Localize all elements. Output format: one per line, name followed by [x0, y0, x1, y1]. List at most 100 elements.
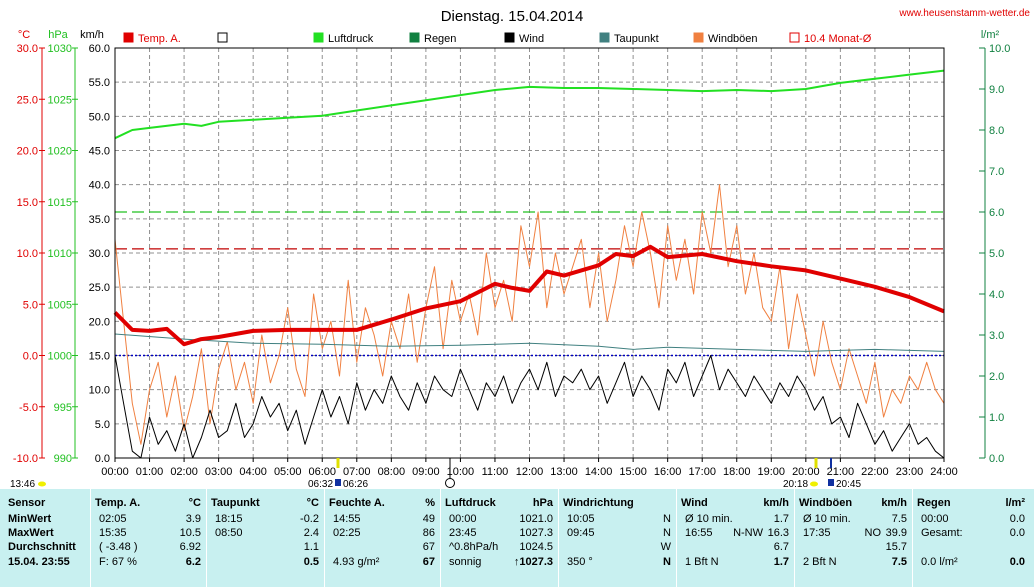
- temp-tick-label: -5.0: [19, 402, 38, 414]
- right-axis: 10.0 9.0 8.0 7.0 6.0 5.0 4.0 3.0 2.0 1.0 0.0: [979, 43, 1010, 465]
- table-cell: 0.0: [1009, 513, 1025, 525]
- wind-tick-label: 30.0: [89, 248, 110, 260]
- table-cell: Feuchte A.: [329, 497, 385, 509]
- table-cell: N: [663, 513, 671, 525]
- legend-label: Wind: [519, 33, 544, 45]
- pressure-tick-label: 1010: [48, 248, 72, 260]
- table-cell: Ø 10 min.: [685, 513, 733, 525]
- table-cell: km/h: [763, 497, 789, 509]
- x-tick-label: 10:00: [447, 466, 475, 478]
- legend-label: Luftdruck: [328, 33, 374, 45]
- x-tick-label: 16:00: [654, 466, 682, 478]
- table-column-sensor: Sensor MinWert MaxWert Durchschnitt 15.04. 2…: [4, 489, 90, 587]
- table-cell: 15:35: [99, 527, 127, 539]
- table-cell: 0.0 l/m²: [921, 556, 958, 568]
- wind-tick-label: 45.0: [89, 146, 110, 158]
- table-cell: 1024.5: [519, 541, 553, 553]
- x-tick-label: 08:00: [378, 466, 406, 478]
- wind-tick-label: 15.0: [89, 351, 110, 363]
- wind-unit-label: km/h: [80, 29, 104, 41]
- table-cell: 49: [422, 513, 435, 525]
- table-cell: Gesamt:: [921, 527, 963, 539]
- table-cell: 1027.3: [519, 527, 553, 539]
- rain-tick-label: 3.0: [989, 330, 1004, 342]
- table-cell: 1021.0: [519, 513, 553, 525]
- table-cell: 7.5: [891, 556, 907, 568]
- x-tick-label: 13:00: [550, 466, 578, 478]
- table-cell: 15.7: [885, 541, 907, 553]
- table-cell: 16.3: [767, 527, 789, 539]
- rain-tick-label: 7.0: [989, 166, 1004, 178]
- table-cell: 23:45: [449, 527, 477, 539]
- wind-tick-label: 20.0: [89, 316, 110, 328]
- sun-icon: [38, 481, 46, 487]
- table-cell: 17:35: [803, 527, 831, 539]
- table-cell: 2 Bft N: [803, 556, 837, 568]
- table-column-press: Luftdruck hPa 00:00 1021.0 23:45 1027.3 ^0.8hP…: [440, 489, 558, 587]
- temp-tick-label: -10.0: [13, 453, 38, 465]
- table-cell: Windrichtung: [563, 497, 634, 509]
- table-cell: 39.9: [885, 527, 907, 539]
- site-url[interactable]: www.heusenstamm-wetter.de: [898, 8, 1030, 19]
- x-tick-label: 03:00: [205, 466, 233, 478]
- wind-tick-label: 60.0: [89, 43, 110, 55]
- rain-tick-label: 4.0: [989, 289, 1004, 301]
- legend-label: Regen: [424, 33, 456, 45]
- x-tick-label: 22:00: [861, 466, 889, 478]
- pressure-tick-label: 1005: [48, 299, 72, 311]
- rain-unit-label: l/m²: [981, 29, 1000, 41]
- x-tick-label: 01:00: [136, 466, 164, 478]
- table-cell: -0.2: [300, 513, 319, 525]
- table-cell: Temp. A.: [95, 497, 141, 509]
- rain-tick-label: 10.0: [989, 43, 1010, 55]
- x-tick-label: 06:00: [308, 466, 336, 478]
- table-cell: 00:00: [921, 513, 949, 525]
- x-tick-label: 12:00: [516, 466, 544, 478]
- table-cell: 16:55: [685, 527, 713, 539]
- table-column-gust: Windböen km/h Ø 10 min. 7.5 17:35 NO 39.9 15.7 2…: [794, 489, 912, 587]
- weather-chart: Dienstag. 15.04.2014 www.heusenstamm-wet…: [0, 0, 1034, 489]
- legend-swatch: [409, 32, 420, 43]
- table-cell: 350 °: [567, 556, 593, 568]
- x-tick-label: 17:00: [688, 466, 716, 478]
- x-tick-label: 11:00: [482, 466, 509, 478]
- table-cell: l/m²: [1005, 497, 1025, 509]
- sunset-icon: [810, 481, 818, 487]
- table-cell: °C: [188, 497, 201, 509]
- rain-tick-label: 0.0: [989, 453, 1004, 465]
- x-axis-ticks: 00:00 01:00 02:00 03:00 04:00 05:00 06:00 07:00…: [101, 458, 958, 478]
- legend: Temp. A. Luftdruck Regen Wind Taupunkt Windbö…: [123, 32, 872, 45]
- x-tick-label: 23:00: [896, 466, 924, 478]
- temp-tick-label: 25.0: [17, 94, 38, 106]
- table-cell: 00:00: [449, 513, 477, 525]
- x-tick-label: 02:00: [170, 466, 198, 478]
- x-tick-label: 05:00: [274, 466, 302, 478]
- chart-grid: [115, 47, 944, 459]
- x-tick-label: 14:00: [585, 466, 613, 478]
- table-cell: 15.04. 23:55: [8, 556, 70, 568]
- legend-swatch: [599, 32, 610, 43]
- legend-swatch: [123, 32, 134, 43]
- table-cell: N: [663, 527, 671, 539]
- table-cell: 10.5: [179, 527, 201, 539]
- table-cell: 10:05: [567, 513, 595, 525]
- table-cell: 18:15: [215, 513, 243, 525]
- chart-background: [0, 0, 1034, 489]
- temp-tick-label: 5.0: [23, 299, 38, 311]
- pressure-tick-label: 1020: [48, 146, 72, 158]
- table-cell: 0.5: [303, 556, 319, 568]
- table-cell: 4.93 g/m²: [333, 556, 380, 568]
- table-cell: 7.5: [891, 513, 907, 525]
- x-tick-label: 21:00: [827, 466, 855, 478]
- wind-tick-label: 40.0: [89, 180, 110, 192]
- legend-label: Temp. A.: [138, 33, 181, 45]
- temp-tick-label: 20.0: [17, 146, 38, 158]
- table-cell: 1.7: [773, 513, 789, 525]
- rain-tick-label: 6.0: [989, 207, 1004, 219]
- table-cell: 6.7: [773, 541, 789, 553]
- series-line-luftdruck: [114, 69, 945, 140]
- table-cell: %: [425, 497, 435, 509]
- table-column-temp: Temp. A. °C 02:05 3.9 15:35 10.5 ( -3.48 ) 6.92…: [90, 489, 206, 587]
- table-cell: °C: [306, 497, 319, 509]
- table-column-hum: Feuchte A.% 14:55 49 02:25 86 67 4.93 g/m² 67: [324, 489, 440, 587]
